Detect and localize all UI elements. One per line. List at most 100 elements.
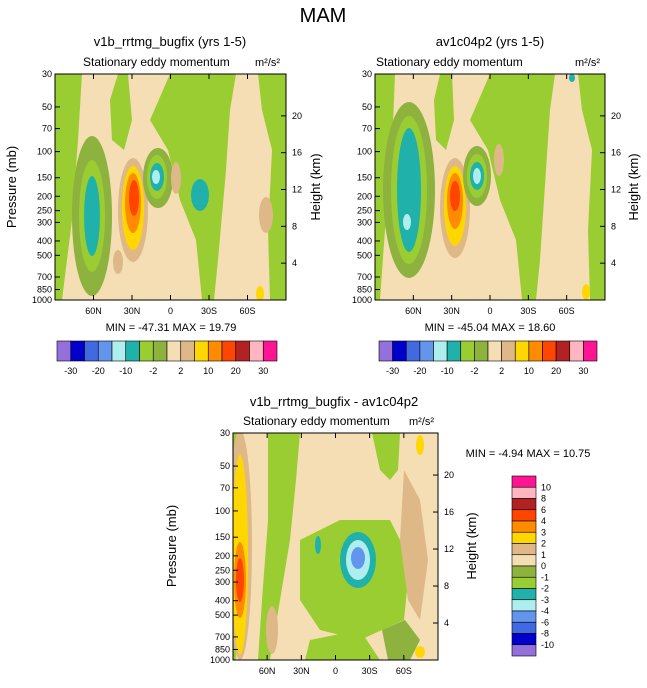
panel-2-field: [375, 74, 605, 300]
panel-2-ytick-label: 300: [357, 217, 372, 227]
panel-3-ytick-label: 30: [220, 428, 230, 438]
panel-1-xtick-label: 30N: [124, 306, 141, 316]
panel-2-ytick-label: 200: [357, 191, 372, 201]
colorbar-1-swatch: [262, 340, 278, 362]
panel-3-yrtick-label: 20: [444, 470, 454, 480]
panel-1-xtick-label: 0: [168, 306, 173, 316]
colorbar-3-swatch: [511, 554, 537, 567]
panel-2-ytick-label: 30: [362, 69, 372, 79]
panel-3-xtick-label: 0: [333, 666, 338, 676]
panel-1-ytick-label: 400: [37, 236, 52, 246]
panel-1-field: [55, 74, 286, 300]
colorbar-1-label: -30: [64, 366, 77, 376]
panel-2-title: av1c04p2 (yrs 1-5): [436, 34, 544, 49]
colorbar-2-label: 2: [499, 366, 504, 376]
colorbar-3-label: 8: [541, 494, 546, 504]
panel-3-ytick-label: 850: [215, 644, 230, 654]
colorbar-3-swatch: [511, 531, 537, 544]
panel-2-xtick-label: 30S: [520, 306, 536, 316]
panel-2-ytick-label: 400: [357, 236, 372, 246]
colorbar-1-label: 30: [258, 366, 268, 376]
colorbar-3-label: -8: [541, 629, 549, 639]
panel-3-ytick-label: 250: [215, 565, 230, 575]
colorbar-3-label: 10: [541, 482, 551, 492]
panel-1-ytick-label: 100: [37, 147, 52, 157]
colorbar-2-swatch: [378, 340, 393, 362]
colorbar-1-swatch: [97, 340, 113, 362]
panel-2-ylabel-right: Height (km): [626, 153, 641, 220]
colorbar-1-swatch: [221, 340, 237, 362]
colorbar-2-swatch: [528, 340, 543, 362]
panel-3-units: m²/s²: [409, 416, 434, 428]
panel-1-ytick-label: 500: [37, 250, 52, 260]
colorbar-2-swatch: [460, 340, 475, 362]
panel-3-ytick-label: 50: [220, 461, 230, 471]
panel-2-ytick-label: 500: [357, 250, 372, 260]
colorbar-2-label: -2: [470, 366, 478, 376]
colorbar-1-label: -10: [119, 366, 132, 376]
colorbar-3-swatch: [511, 565, 537, 578]
colorbar-2-swatch: [474, 340, 489, 362]
panel-1-ytick-label: 70: [42, 124, 52, 134]
panel-1-ytick-label: 300: [37, 217, 52, 227]
panel-2-subtitle: Stationary eddy momentum: [376, 55, 523, 69]
panel-1-ytick-label: 700: [37, 272, 52, 282]
colorbar-1-swatch: [111, 340, 127, 362]
panel-3-ytick-label: 100: [215, 506, 230, 516]
colorbar-2-label: -30: [386, 366, 399, 376]
panel-1-yrtick-label: 20: [292, 111, 302, 121]
colorbar-3-label: 0: [541, 561, 546, 571]
colorbar-1-swatch: [207, 340, 223, 362]
colorbar-3-label: -4: [541, 606, 549, 616]
panel-1-xtick-label: 30S: [201, 306, 217, 316]
panel-2-ytick-label: 850: [357, 285, 372, 295]
panel-1-ytick-label: 50: [42, 102, 52, 112]
colorbar-2-swatch: [569, 340, 584, 362]
panel-3-xtick-label: 30S: [362, 666, 378, 676]
colorbar-3-label: 6: [541, 505, 546, 515]
colorbar-3-label: -6: [541, 617, 549, 627]
panel-2-yrtick-label: 8: [611, 221, 616, 231]
colorbar-2-swatch: [405, 340, 421, 362]
colorbar-3-label: 4: [541, 516, 546, 526]
panel-2-xtick-label: 0: [487, 306, 492, 316]
panel-3-xtick-label: 60S: [396, 666, 412, 676]
colorbar-2-swatch: [446, 340, 462, 362]
panel-3-ytick-label: 70: [220, 483, 230, 493]
colorbar-1-label: -2: [149, 366, 157, 376]
panel-3-ytick-label: 400: [215, 596, 230, 606]
colorbar-1-label: 2: [178, 366, 183, 376]
panel-1: v1b_rrtmg_bugfix (yrs 1-5) Stationary ed…: [4, 34, 323, 334]
colorbar-2-swatch: [542, 340, 557, 362]
panel-3-xtick-label: 60N: [259, 666, 276, 676]
panel-1-yrtick-label: 16: [292, 148, 302, 158]
colorbar-3-label: -1: [541, 572, 549, 582]
panel-2-units: m²/s²: [575, 57, 600, 69]
colorbar-3-swatch: [511, 498, 537, 511]
panel-3-ytick-label: 150: [215, 532, 230, 542]
colorbar-3-label: -2: [541, 584, 549, 594]
colorbar-3-swatch: [511, 543, 537, 556]
panel-3-ytick-label: 700: [215, 632, 230, 642]
panel-1-stats: MIN = -47.31 MAX = 19.79: [106, 322, 237, 334]
colorbar-1-label: 20: [231, 366, 241, 376]
colorbar-3-label: -10: [541, 640, 554, 650]
colorbar-3-label: 3: [541, 527, 546, 537]
panel-2-yrtick-label: 12: [611, 185, 621, 195]
panel-2-yrtick-label: 20: [611, 111, 621, 121]
panel-1-ytick-label: 1000: [32, 295, 52, 305]
panel-2-xtick-label: 60S: [559, 306, 575, 316]
panel-2-stats: MIN = -45.04 MAX = 18.60: [425, 322, 556, 334]
panel-3-yrtick-label: 4: [444, 618, 449, 628]
panel-1-yrtick-label: 4: [292, 258, 297, 268]
colorbar-3-swatch: [511, 486, 537, 499]
colorbar-1-label: 10: [203, 366, 213, 376]
colorbar-1-swatch: [166, 340, 182, 362]
colorbar-2-label: -10: [441, 366, 454, 376]
colorbar-3-swatch: [511, 588, 537, 601]
panel-3-ylabel-right: Height (km): [464, 512, 479, 579]
panel-2-ytick-label: 70: [362, 124, 372, 134]
colorbar-3-label: -3: [541, 595, 549, 605]
